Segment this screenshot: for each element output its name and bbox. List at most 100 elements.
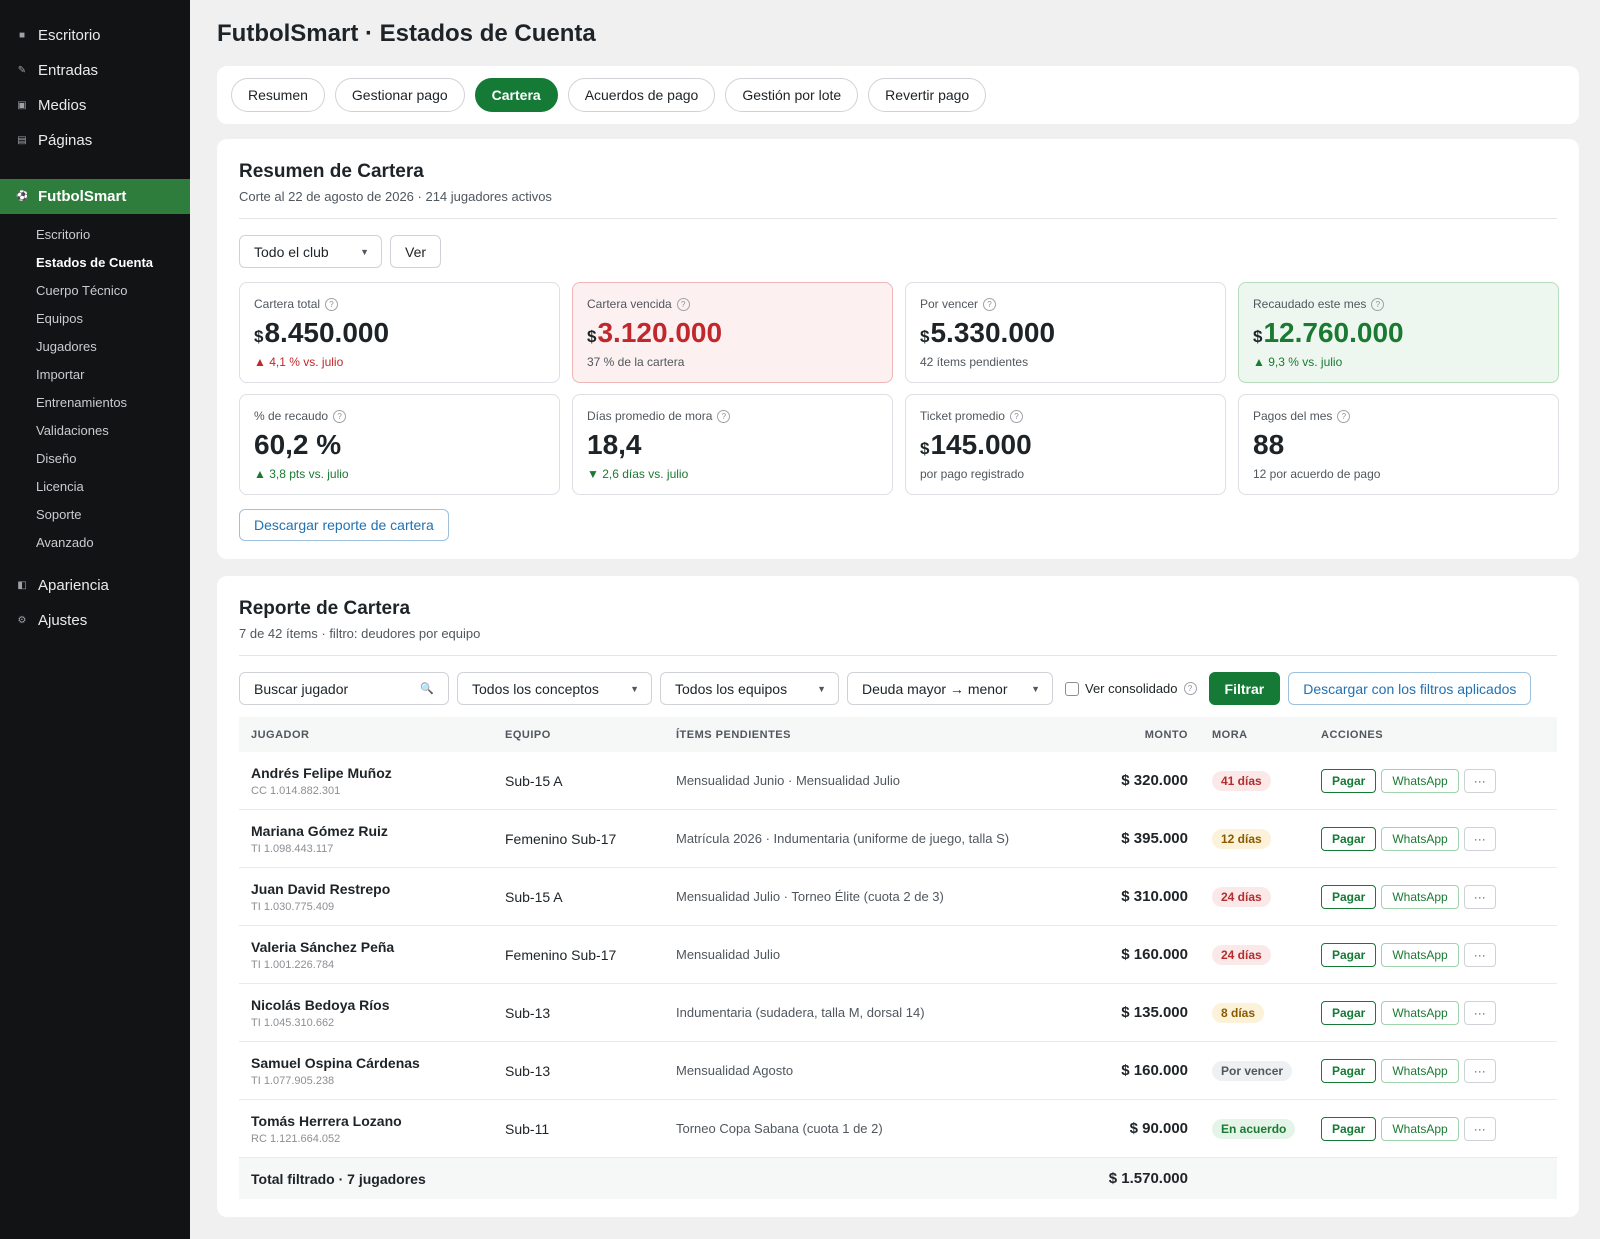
whatsapp-button[interactable]: WhatsApp bbox=[1381, 884, 1459, 909]
pending-items: Mensualidad Junio · Mensualidad Julio bbox=[676, 773, 901, 788]
submenu-escritorio[interactable]: Escritorio bbox=[36, 226, 91, 242]
help-icon[interactable]: ? bbox=[1337, 409, 1351, 423]
kpi-note: 37 % de la cartera bbox=[587, 355, 685, 369]
kpi-value: 8.450.000 bbox=[264, 317, 390, 348]
player-document: TI 1.001.226.784 bbox=[251, 958, 335, 971]
pay-button[interactable]: Pagar bbox=[1321, 1058, 1377, 1083]
more-actions-button[interactable]: ··· bbox=[1463, 942, 1496, 967]
submenu-importar[interactable]: Importar bbox=[36, 366, 85, 382]
pay-button[interactable]: Pagar bbox=[1321, 826, 1377, 851]
submenu-entrenamientos[interactable]: Entrenamientos bbox=[36, 394, 128, 410]
tabs-bar: Resumen Gestionar pago Cartera Acuerdos … bbox=[217, 66, 1579, 124]
player-name[interactable]: Tomás Herrera Lozano bbox=[251, 1112, 402, 1129]
help-icon[interactable]: ? bbox=[717, 409, 731, 423]
total-amount: $ 1.570.000 bbox=[1108, 1170, 1188, 1187]
consolidated-toggle[interactable]: Ver consolidado? bbox=[1065, 681, 1197, 696]
player-name[interactable]: Samuel Ospina Cárdenas bbox=[251, 1054, 420, 1071]
mora-badge: 12 días bbox=[1212, 828, 1271, 849]
whatsapp-button[interactable]: WhatsApp bbox=[1381, 768, 1459, 793]
sidebar-item-entradas[interactable]: ✎ Entradas bbox=[0, 53, 190, 88]
pay-button[interactable]: Pagar bbox=[1321, 942, 1377, 967]
help-icon[interactable]: ? bbox=[983, 297, 997, 311]
kpi-label: Cartera total bbox=[254, 297, 321, 311]
more-actions-button[interactable]: ··· bbox=[1463, 826, 1496, 851]
tab-revertir-pago[interactable]: Revertir pago bbox=[868, 78, 987, 112]
sort-select[interactable]: Deuda mayor → menor ▼ bbox=[847, 672, 1053, 705]
scope-select[interactable]: Todo el club ▼ bbox=[239, 235, 382, 268]
tab-cartera[interactable]: Cartera bbox=[474, 78, 558, 112]
concept-select[interactable]: Todos los conceptos ▼ bbox=[457, 672, 652, 705]
submenu-avanzado[interactable]: Avanzado bbox=[36, 534, 94, 550]
sidebar-item-paginas[interactable]: ▤ Páginas bbox=[0, 123, 190, 158]
player-name[interactable]: Mariana Gómez Ruiz bbox=[251, 822, 388, 839]
submenu-cuerpo-tecnico[interactable]: Cuerpo Técnico bbox=[36, 282, 128, 298]
help-icon[interactable]: ? bbox=[1371, 297, 1385, 311]
pay-button[interactable]: Pagar bbox=[1321, 884, 1377, 909]
submenu-equipos[interactable]: Equipos bbox=[36, 310, 83, 326]
submenu-validaciones[interactable]: Validaciones bbox=[36, 422, 109, 438]
more-actions-button[interactable]: ··· bbox=[1463, 1000, 1496, 1025]
sidebar-item-escritorio[interactable]: ■ Escritorio bbox=[0, 18, 190, 53]
sidebar-item-ajustes[interactable]: ⚙ Ajustes bbox=[0, 603, 190, 638]
sidebar-item-label: Páginas bbox=[38, 132, 93, 149]
player-team: Sub-13 bbox=[505, 1004, 551, 1021]
sidebar-item-medios[interactable]: ▣ Medios bbox=[0, 88, 190, 123]
whatsapp-button[interactable]: WhatsApp bbox=[1381, 826, 1459, 851]
help-icon[interactable]: ? bbox=[1009, 409, 1023, 423]
player-name[interactable]: Juan David Restrepo bbox=[251, 880, 391, 897]
column-header: ACCIONES bbox=[1321, 728, 1384, 741]
consolidated-checkbox[interactable] bbox=[1065, 681, 1079, 696]
team-select[interactable]: Todos los equipos ▼ bbox=[660, 672, 839, 705]
player-name[interactable]: Nicolás Bedoya Ríos bbox=[251, 996, 390, 1013]
player-name[interactable]: Valeria Sánchez Peña bbox=[251, 938, 395, 955]
whatsapp-button[interactable]: WhatsApp bbox=[1381, 1000, 1459, 1025]
currency-symbol: $ bbox=[1253, 327, 1263, 346]
amount: $ 90.000 bbox=[1129, 1120, 1188, 1137]
submenu-jugadores[interactable]: Jugadores bbox=[36, 338, 97, 354]
help-icon[interactable]: ? bbox=[1183, 682, 1197, 695]
help-icon[interactable]: ? bbox=[676, 297, 690, 311]
more-actions-button[interactable]: ··· bbox=[1463, 884, 1496, 909]
kpi-value: 18,4 bbox=[587, 429, 642, 460]
search-input[interactable]: Buscar jugador 🔍 bbox=[239, 672, 449, 705]
kpi-card: Por vencer? $5.330.000 42 ítems pendient… bbox=[905, 282, 1226, 383]
kpi-note: 12 por acuerdo de pago bbox=[1253, 467, 1381, 481]
chevron-down-icon: ▼ bbox=[630, 683, 639, 694]
more-actions-button[interactable]: ··· bbox=[1463, 1058, 1496, 1083]
kpi-note: 42 ítems pendientes bbox=[920, 355, 1029, 369]
submenu-licencia[interactable]: Licencia bbox=[36, 478, 84, 494]
sidebar-item-futbolsmart[interactable]: ⚽ FutbolSmart bbox=[0, 179, 190, 214]
download-filtered-button[interactable]: Descargar con los filtros aplicados bbox=[1288, 672, 1532, 705]
tab-gestionar-pago[interactable]: Gestionar pago bbox=[334, 78, 465, 112]
help-icon[interactable]: ? bbox=[325, 297, 339, 311]
tab-acuerdos-de-pago[interactable]: Acuerdos de pago bbox=[567, 78, 716, 112]
sidebar-item-apariencia[interactable]: ◧ Apariencia bbox=[0, 568, 190, 603]
pay-button[interactable]: Pagar bbox=[1321, 1116, 1377, 1141]
download-report-button[interactable]: Descargar reporte de cartera bbox=[239, 509, 449, 541]
submenu-diseno[interactable]: Diseño bbox=[36, 450, 77, 466]
pay-button[interactable]: Pagar bbox=[1321, 768, 1377, 793]
table-row: Samuel Ospina Cárdenas TI 1.077.905.238 Su… bbox=[239, 1042, 1557, 1100]
mora-badge: 8 días bbox=[1212, 1002, 1265, 1023]
tab-gestion-por-lote[interactable]: Gestión por lote bbox=[725, 78, 859, 112]
player-name[interactable]: Andrés Felipe Muñoz bbox=[251, 764, 392, 781]
submenu-estados-de-cuenta[interactable]: Estados de Cuenta bbox=[36, 254, 154, 270]
whatsapp-button[interactable]: WhatsApp bbox=[1381, 1058, 1459, 1083]
kpi-card: Pagos del mes? 88 12 por acuerdo de pago bbox=[1238, 394, 1559, 495]
view-button[interactable]: Ver bbox=[390, 235, 442, 268]
pay-button[interactable]: Pagar bbox=[1321, 1000, 1377, 1025]
submenu-soporte[interactable]: Soporte bbox=[36, 506, 82, 522]
tab-resumen[interactable]: Resumen bbox=[231, 78, 325, 112]
more-actions-button[interactable]: ··· bbox=[1463, 768, 1496, 793]
whatsapp-button[interactable]: WhatsApp bbox=[1381, 942, 1459, 967]
currency-symbol: $ bbox=[920, 327, 930, 346]
whatsapp-button[interactable]: WhatsApp bbox=[1381, 1116, 1459, 1141]
help-icon[interactable]: ? bbox=[333, 409, 347, 423]
chevron-down-icon: ▼ bbox=[360, 246, 369, 257]
table-row: Juan David Restrepo TI 1.030.775.409 Sub-1… bbox=[239, 868, 1557, 926]
chevron-down-icon: ▼ bbox=[817, 683, 826, 694]
more-actions-button[interactable]: ··· bbox=[1463, 1116, 1496, 1141]
filter-button[interactable]: Filtrar bbox=[1208, 672, 1281, 705]
sidebar-item-label: Apariencia bbox=[38, 577, 109, 594]
kpi-value: 5.330.000 bbox=[930, 317, 1056, 348]
